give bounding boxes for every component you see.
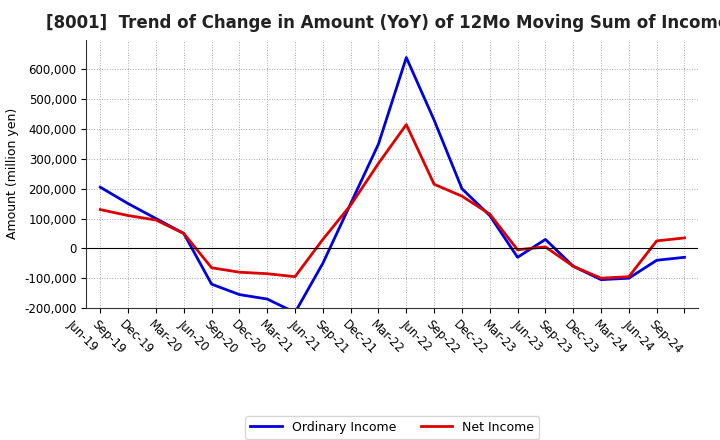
Net Income [458, 194, 467, 199]
Net Income [513, 247, 522, 253]
Net Income [485, 212, 494, 217]
Ordinary Income [179, 231, 188, 236]
Legend: Ordinary Income, Net Income: Ordinary Income, Net Income [246, 416, 539, 439]
Net Income [179, 231, 188, 236]
Net Income [624, 274, 633, 279]
Net Income [96, 207, 104, 212]
Ordinary Income [402, 55, 410, 60]
Ordinary Income [152, 216, 161, 221]
Ordinary Income [96, 185, 104, 190]
Ordinary Income [624, 275, 633, 281]
Net Income [152, 217, 161, 223]
Ordinary Income [569, 264, 577, 269]
Line: Net Income: Net Income [100, 125, 685, 278]
Ordinary Income [597, 277, 606, 282]
Net Income [124, 213, 132, 218]
Ordinary Income [263, 297, 271, 302]
Net Income [346, 202, 355, 208]
Ordinary Income [652, 258, 661, 263]
Net Income [207, 265, 216, 270]
Net Income [318, 237, 327, 242]
Net Income [680, 235, 689, 241]
Y-axis label: Amount (million yen): Amount (million yen) [6, 108, 19, 239]
Ordinary Income [318, 260, 327, 266]
Line: Ordinary Income: Ordinary Income [100, 58, 685, 312]
Net Income [402, 122, 410, 127]
Net Income [569, 264, 577, 269]
Ordinary Income [291, 310, 300, 315]
Ordinary Income [374, 141, 383, 147]
Net Income [652, 238, 661, 244]
Net Income [291, 274, 300, 279]
Ordinary Income [124, 201, 132, 206]
Ordinary Income [207, 282, 216, 287]
Ordinary Income [541, 237, 550, 242]
Ordinary Income [680, 255, 689, 260]
Title: [8001]  Trend of Change in Amount (YoY) of 12Mo Moving Sum of Incomes: [8001] Trend of Change in Amount (YoY) o… [46, 15, 720, 33]
Ordinary Income [458, 186, 467, 191]
Net Income [597, 275, 606, 281]
Net Income [541, 244, 550, 249]
Ordinary Income [346, 201, 355, 206]
Net Income [430, 182, 438, 187]
Net Income [374, 161, 383, 166]
Net Income [263, 271, 271, 276]
Ordinary Income [430, 117, 438, 123]
Ordinary Income [513, 255, 522, 260]
Ordinary Income [485, 213, 494, 218]
Ordinary Income [235, 292, 243, 297]
Net Income [235, 270, 243, 275]
